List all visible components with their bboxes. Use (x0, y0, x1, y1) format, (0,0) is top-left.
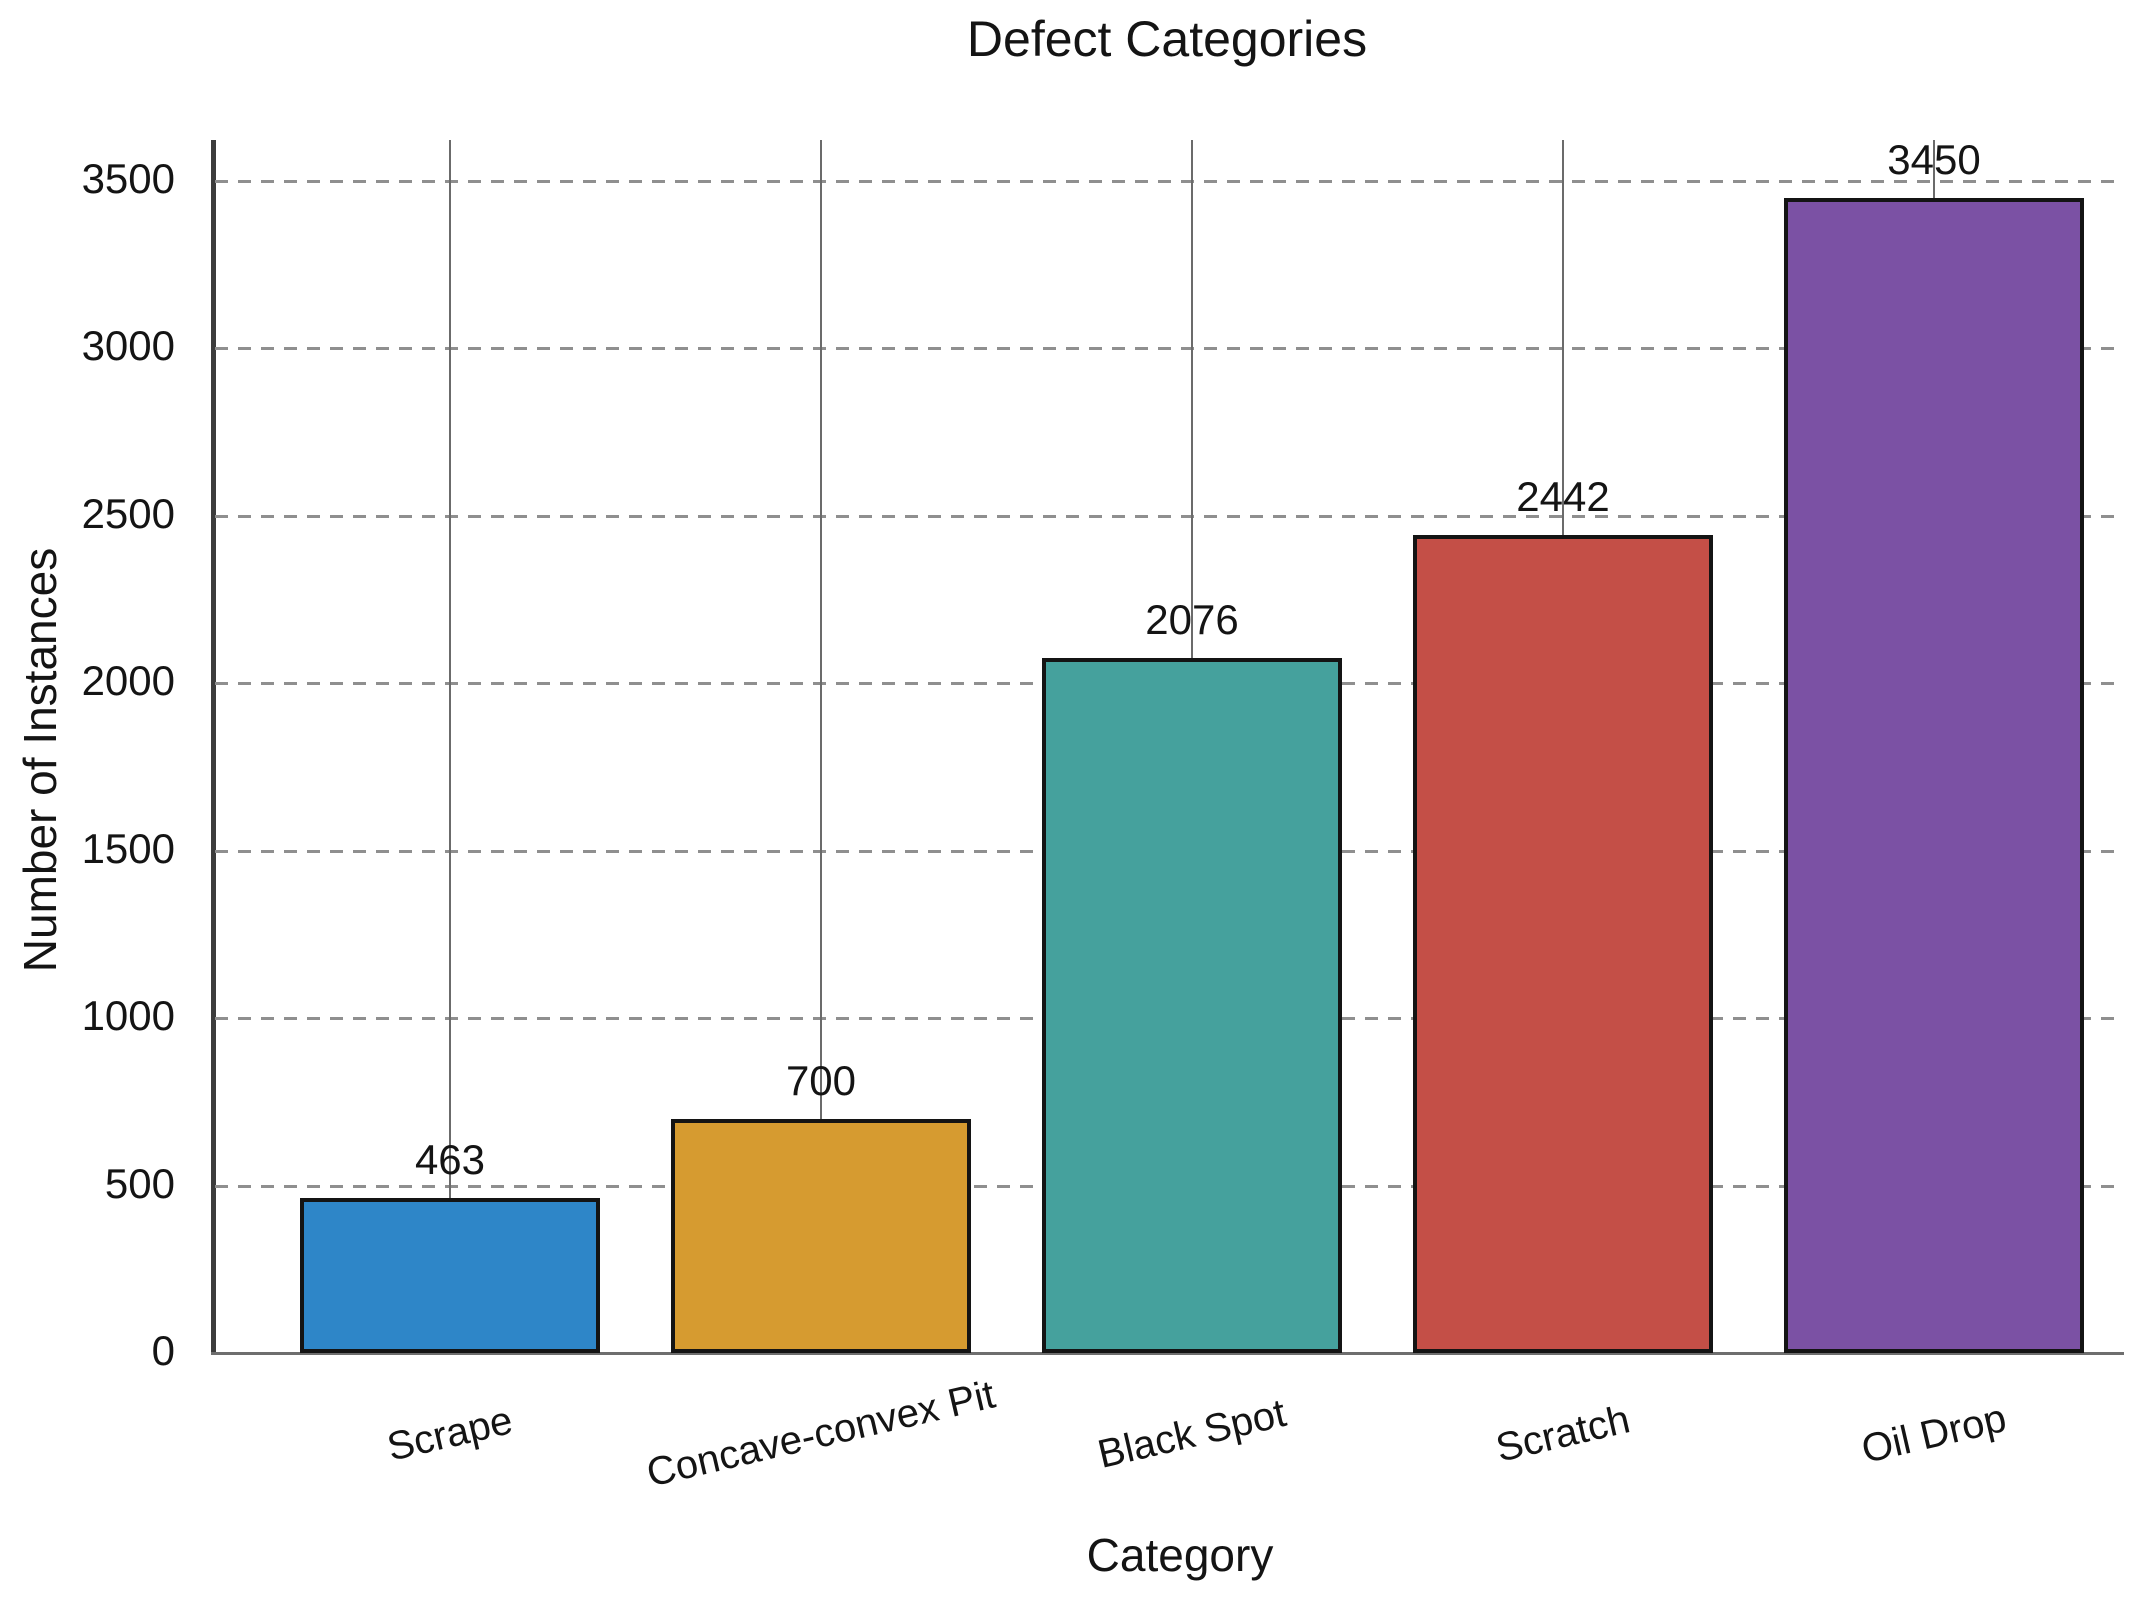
v-gridline (449, 140, 451, 1353)
bar-value-label: 463 (414, 1135, 486, 1183)
bar-value-label: 2442 (1516, 473, 1610, 521)
y-axis-label: Number of Instances (14, 547, 66, 973)
bar (300, 1197, 600, 1353)
y-tick-label: 2000 (81, 657, 175, 705)
bar-value-label: 700 (785, 1056, 857, 1104)
h-gridline (215, 514, 2122, 518)
y-tick-label: 2500 (81, 489, 175, 537)
y-tick-label: 500 (104, 1159, 175, 1207)
y-axis-spine (211, 140, 216, 1355)
y-tick-label: 0 (151, 1327, 175, 1374)
bar-value-label: 3450 (1887, 135, 1981, 183)
y-tick-label: 1000 (81, 992, 175, 1040)
h-gridline (215, 347, 2122, 351)
x-axis-label: Category (1086, 1529, 1274, 1581)
plot-area: 463 700 2076 2442 3450 (211, 136, 2124, 1355)
bar-value-label: 2076 (1145, 595, 1239, 643)
y-tick-label: 1500 (81, 824, 175, 872)
bar (1042, 657, 1342, 1353)
y-tick-label: 3000 (81, 322, 175, 370)
bar (671, 1118, 971, 1353)
chart-title: Defect Categories (966, 11, 1368, 67)
v-gridline (820, 140, 822, 1353)
bar (1413, 535, 1713, 1353)
y-tick-label: 3500 (81, 154, 175, 202)
x-axis-spine (211, 1352, 2124, 1355)
bar (1784, 197, 2084, 1353)
h-gridline (215, 179, 2122, 183)
